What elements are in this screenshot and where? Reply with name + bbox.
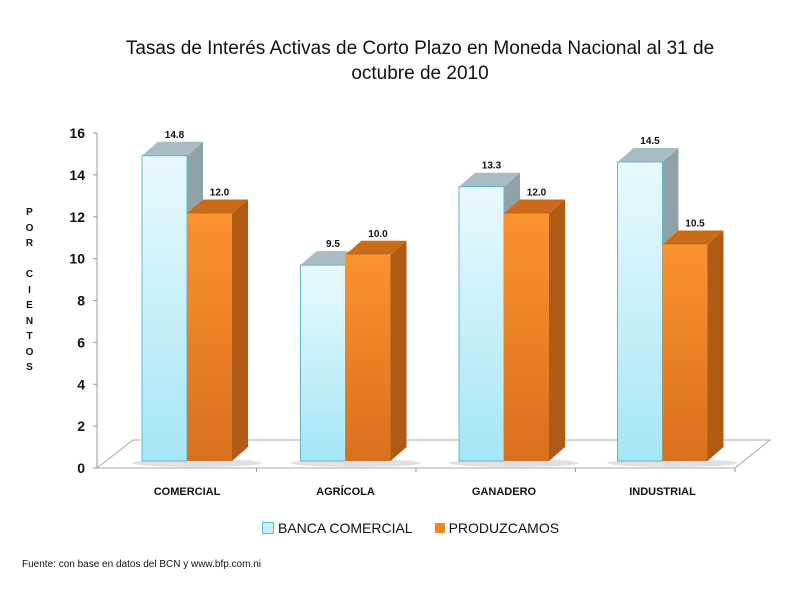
bar-produzcamos [662,244,708,461]
legend: BANCA COMERCIAL PRODUZCAMOS [262,520,559,536]
bar-banca [617,161,663,462]
x-tick-label: COMERCIAL [154,486,221,498]
x-tick-label: AGRÍCOLA [316,485,375,498]
data-label: 10.0 [368,229,388,240]
legend-swatch-produzcamos [434,523,445,533]
bar-side-1 [707,230,724,461]
y-tick-label: 16 [69,125,85,141]
bar-side-1 [390,240,407,461]
data-label: 14.8 [165,130,185,141]
bar-top-1 [662,230,724,245]
bar-produzcamos [504,213,549,461]
floor [95,439,772,469]
legend-label-banca: BANCA COMERCIAL [278,520,413,536]
bar-top-1 [345,240,407,255]
chart-title: Tasas de Interés Activas de Corto Plazo … [125,38,715,84]
y-tick-label: 12 [69,209,85,225]
bar-side-1 [549,199,565,462]
bar-banca [141,155,188,462]
bar-top-0 [459,172,520,187]
data-label: 9.5 [326,239,340,250]
legend-label-produzcamos: PRODUZCAMOS [448,520,560,536]
bar-banca [300,264,346,462]
x-tick-label: GANADERO [472,486,537,498]
data-label: 10.5 [685,218,705,229]
y-tick-label: 14 [69,167,85,183]
data-label: 12.0 [210,188,230,199]
legend-item-produzcamos: PRODUZCAMOS [434,520,560,536]
y-tick-label: 8 [77,293,85,309]
x-tick-label: INDUSTRIAL [629,486,696,498]
bar-side-1 [232,199,248,462]
legend-swatch-banca [262,522,274,534]
bar-banca [458,186,505,462]
bar-produzcamos [345,254,391,461]
data-label: 14.5 [640,136,660,147]
bar-produzcamos [187,213,232,461]
y-tick-label: 4 [77,376,85,392]
legend-item-banca: BANCA COMERCIAL [262,520,413,536]
y-tick-label: 6 [77,334,85,350]
data-label: 12.0 [527,188,547,199]
bar-top-1 [187,199,248,214]
y-tick-label: 10 [69,251,85,267]
y-axis-label: P O R C I E N T O S [25,207,35,373]
bar-top-0 [142,141,203,156]
data-label: 13.3 [482,161,502,172]
source-note: Fuente: con base en datos del BCN y www.… [22,559,262,570]
bar-top-1 [504,199,565,214]
y-tick-label: 0 [77,460,85,476]
y-tick-label: 2 [77,418,85,434]
bar-top-0 [617,147,679,162]
